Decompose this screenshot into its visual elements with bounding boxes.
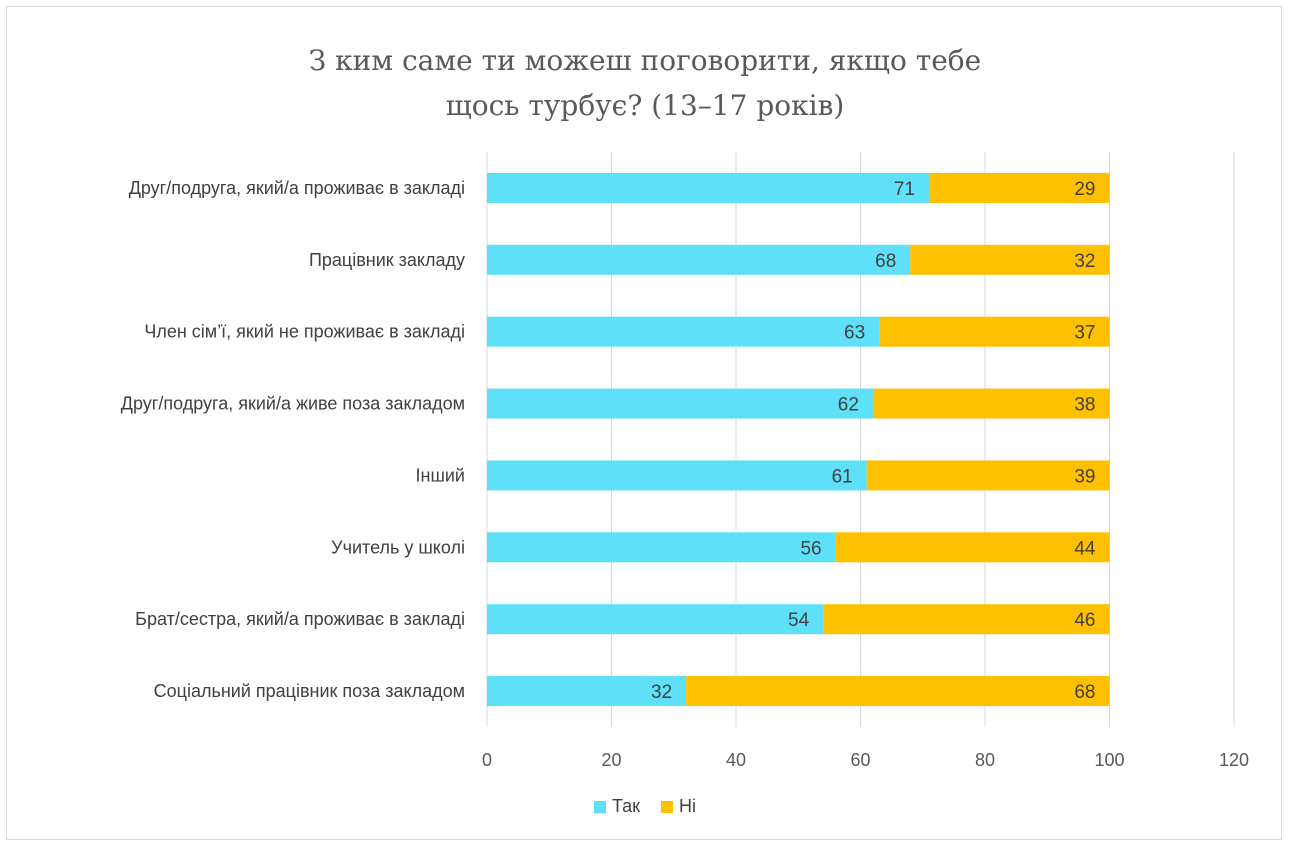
data-label-yes-7: 32 xyxy=(651,682,672,703)
chart-title-line-1: З ким саме ти можеш поговорити, якщо теб… xyxy=(308,44,982,77)
data-label-no-2: 37 xyxy=(1074,323,1095,344)
bar-yes-2 xyxy=(487,316,880,347)
x-tick-label-2: 40 xyxy=(726,750,746,770)
chart-title: З ким саме ти можеш поговорити, якщо теб… xyxy=(0,38,1290,128)
data-label-no-3: 38 xyxy=(1074,395,1095,416)
x-tick-label-4: 80 xyxy=(975,750,995,770)
legend-swatch-yes xyxy=(593,800,606,813)
data-label-no-0: 29 xyxy=(1074,179,1095,200)
category-label-1: Працівник закладу xyxy=(309,250,465,270)
data-label-yes-3: 62 xyxy=(838,395,859,416)
data-label-yes-0: 71 xyxy=(894,179,915,200)
data-label-yes-4: 61 xyxy=(832,466,853,487)
bar-yes-5 xyxy=(487,532,836,563)
bar-yes-1 xyxy=(487,244,911,275)
category-label-2: Член сім’ї, який не проживає в закладі xyxy=(144,322,465,342)
bar-no-2 xyxy=(879,316,1110,347)
data-label-no-5: 44 xyxy=(1074,538,1096,559)
data-label-yes-6: 54 xyxy=(788,610,810,631)
bar-no-5 xyxy=(835,532,1110,563)
bar-yes-6 xyxy=(487,604,824,635)
bar-no-1 xyxy=(910,244,1110,275)
x-tick-label-1: 20 xyxy=(601,750,621,770)
bar-yes-0 xyxy=(487,172,929,203)
category-label-3: Друг/подруга, який/а живе поза закладом xyxy=(121,394,465,414)
x-tick-label-6: 120 xyxy=(1219,750,1249,770)
data-label-no-1: 32 xyxy=(1074,251,1095,272)
category-label-0: Друг/подруга, який/а проживає в закладі xyxy=(129,178,465,198)
x-tick-label-3: 60 xyxy=(850,750,870,770)
category-label-4: Інший xyxy=(416,465,466,485)
category-label-7: Соціальний працівник поза закладом xyxy=(154,681,465,701)
data-label-no-4: 39 xyxy=(1074,466,1095,487)
bar-no-0 xyxy=(928,172,1110,203)
data-label-yes-1: 68 xyxy=(875,251,896,272)
data-label-no-7: 68 xyxy=(1074,682,1095,703)
chart-title-line-2: щось турбує? (13–17 років) xyxy=(445,89,845,122)
bar-no-7 xyxy=(686,676,1110,707)
bar-yes-7 xyxy=(487,676,687,707)
x-tick-label-5: 100 xyxy=(1094,750,1124,770)
category-label-5: Учитель у школі xyxy=(331,537,465,557)
bar-yes-3 xyxy=(487,388,873,419)
bar-no-4 xyxy=(866,460,1110,491)
bar-no-3 xyxy=(872,388,1110,419)
legend-item-no: Ні xyxy=(661,796,696,817)
data-label-yes-5: 56 xyxy=(800,538,821,559)
data-label-no-6: 46 xyxy=(1074,610,1095,631)
category-label-6: Брат/сестра, який/а проживає в закладі xyxy=(135,609,465,629)
bar-no-6 xyxy=(823,604,1110,635)
bar-yes-4 xyxy=(487,460,867,491)
data-label-yes-2: 63 xyxy=(844,323,865,344)
legend-swatch-no xyxy=(661,800,674,813)
legend-label-no: Ні xyxy=(679,796,697,816)
x-tick-label-0: 0 xyxy=(482,750,492,770)
legend-label-yes: Так xyxy=(611,796,641,816)
legend-item-yes: Так xyxy=(593,796,641,817)
legend: Так Ні xyxy=(0,796,1290,818)
